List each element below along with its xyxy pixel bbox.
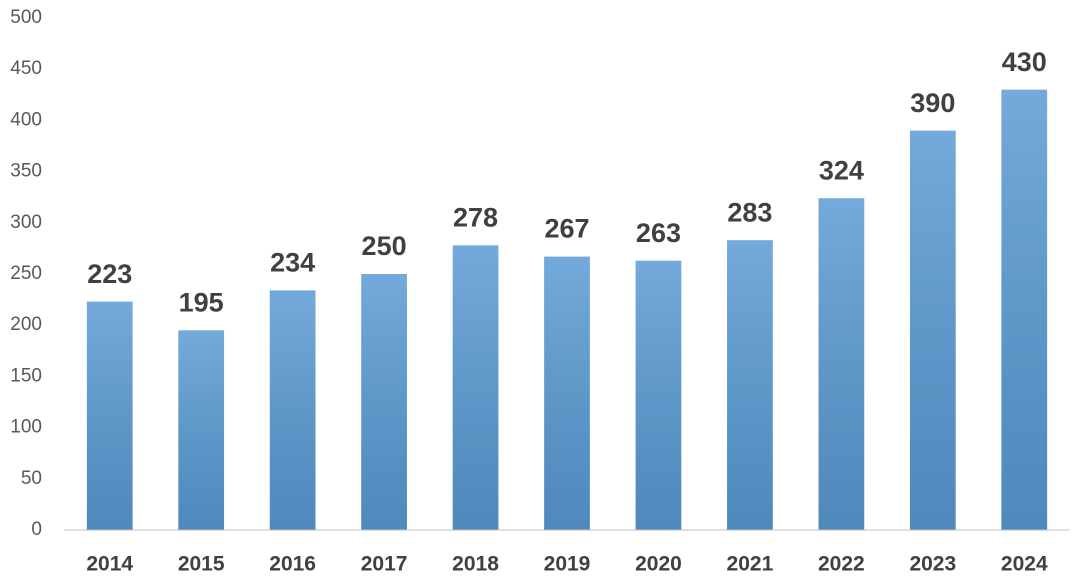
- value-label: 195: [179, 287, 224, 317]
- bar: [544, 256, 590, 530]
- value-label: 234: [270, 248, 315, 278]
- value-label: 283: [727, 197, 772, 227]
- y-tick-label: 150: [10, 365, 42, 386]
- x-tick-label: 2014: [86, 553, 133, 576]
- bar: [727, 240, 773, 530]
- x-tick-label: 2017: [361, 553, 408, 576]
- y-tick-label: 350: [10, 161, 42, 182]
- y-tick-label: 450: [10, 58, 42, 79]
- value-label: 390: [910, 88, 955, 118]
- x-tick-label: 2021: [727, 553, 774, 576]
- bar: [86, 301, 133, 530]
- value-label: 267: [544, 214, 589, 244]
- y-tick-label: 250: [10, 263, 42, 284]
- bar: [361, 274, 407, 530]
- value-label: 223: [87, 259, 132, 289]
- x-tick-label: 2024: [1001, 553, 1048, 576]
- x-tick-label: 2019: [544, 553, 591, 576]
- y-tick-label: 200: [10, 314, 42, 335]
- x-tick-label: 2020: [635, 553, 682, 576]
- bar: [909, 130, 956, 530]
- y-tick-label: 0: [31, 519, 42, 540]
- x-tick-label: 2023: [909, 553, 956, 576]
- y-tick-label: 500: [10, 7, 42, 28]
- bar: [178, 330, 225, 530]
- bar: [452, 245, 499, 530]
- value-label: 263: [636, 218, 681, 248]
- bar: [269, 290, 316, 530]
- y-tick-label: 400: [10, 109, 42, 130]
- x-tick-label: 2016: [269, 553, 316, 576]
- x-tick-label: 2018: [452, 553, 499, 576]
- x-tick-label: 2015: [178, 553, 225, 576]
- value-label: 278: [453, 202, 498, 232]
- value-label: 324: [819, 155, 864, 185]
- bar: [1001, 89, 1048, 531]
- x-tick-label: 2022: [818, 553, 865, 576]
- value-label: 250: [362, 231, 407, 261]
- value-label: 430: [1002, 47, 1047, 77]
- bar: [635, 260, 682, 530]
- y-tick-label: 50: [21, 468, 42, 489]
- y-tick-label: 300: [10, 212, 42, 233]
- y-tick-label: 100: [10, 417, 42, 438]
- bar: [818, 198, 865, 530]
